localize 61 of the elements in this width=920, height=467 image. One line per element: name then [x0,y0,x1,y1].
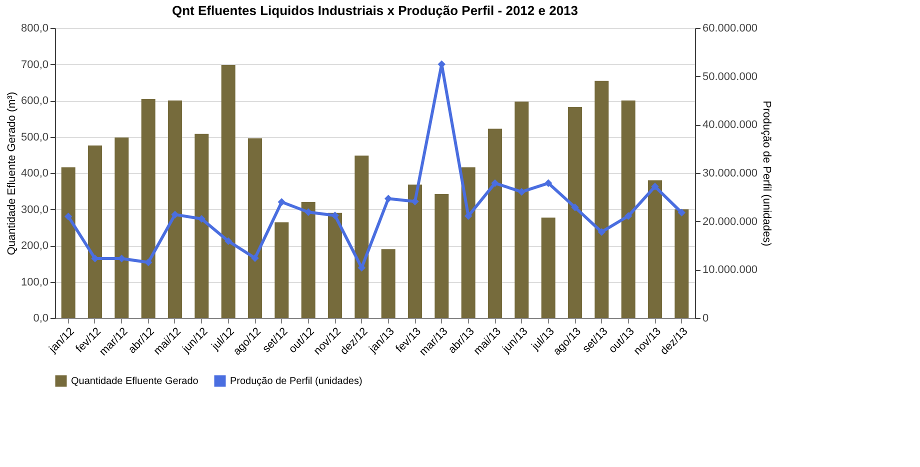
point [678,208,686,217]
y-tick-label: 200,0 [20,240,48,252]
y-tick-label: 500,0 [20,131,48,144]
bar [674,209,689,318]
point [651,182,659,190]
y2-tick-label: 20.000.000 [702,216,758,228]
y2-axis-title: Produção de Perfil (unidades) [760,100,773,246]
bar [514,102,529,318]
point [331,212,339,220]
y-tick-label: 100,0 [20,276,48,288]
point [171,210,179,218]
y2-tick-label: 60.000.000 [702,22,758,34]
bar [488,128,502,318]
point [224,237,232,246]
bar [168,100,182,318]
point [198,215,206,223]
bar [221,64,236,318]
bar [248,138,262,318]
point [278,198,286,206]
y-tick-label: 300,0 [20,204,48,216]
chart-title: Qnt Efluentes Liquidos Industriais x Produção Perfil - 2012 e 2013 [172,3,578,18]
y2-tick-label: 10.000.000 [702,264,758,276]
y2-tick-label: 30.000.000 [702,168,758,180]
bar [274,222,289,318]
y2-tick-label: 50.000.000 [702,70,758,83]
bar [461,167,476,318]
y2-tick-label: 40.000.000 [702,119,758,132]
legend-label: Produção de Perfil (unidades) [230,376,362,387]
bar [354,156,369,318]
point [571,203,579,212]
point [251,254,259,262]
y-tick-label: 600,0 [20,95,48,107]
point [518,188,526,196]
point [624,212,632,220]
bar [381,249,396,318]
point [64,212,72,220]
bar [541,218,556,318]
y-tick-label: 700,0 [20,58,48,71]
bar [568,107,582,318]
bar [301,202,316,318]
legend-label: Quantidade Efluente Gerado [71,376,199,387]
bar [594,80,609,318]
y-axis-title: Quantidade Efluente Gerado (m³) [6,92,18,256]
point [411,198,419,206]
bar [114,137,129,318]
y-tick-label: 800,0 [20,22,48,34]
bar [141,99,156,318]
bar [648,180,662,318]
bar [408,184,422,318]
bar [328,212,342,318]
bar [434,194,449,318]
bar [88,145,102,318]
y2-tick-label: 0 [702,312,709,324]
bar [194,134,209,318]
point [491,179,499,188]
point [598,228,606,236]
point [544,179,552,188]
bar [61,167,76,318]
y-tick-label: 400,0 [20,168,48,180]
bar [621,100,636,318]
y-tick-label: 0,0 [33,312,48,324]
